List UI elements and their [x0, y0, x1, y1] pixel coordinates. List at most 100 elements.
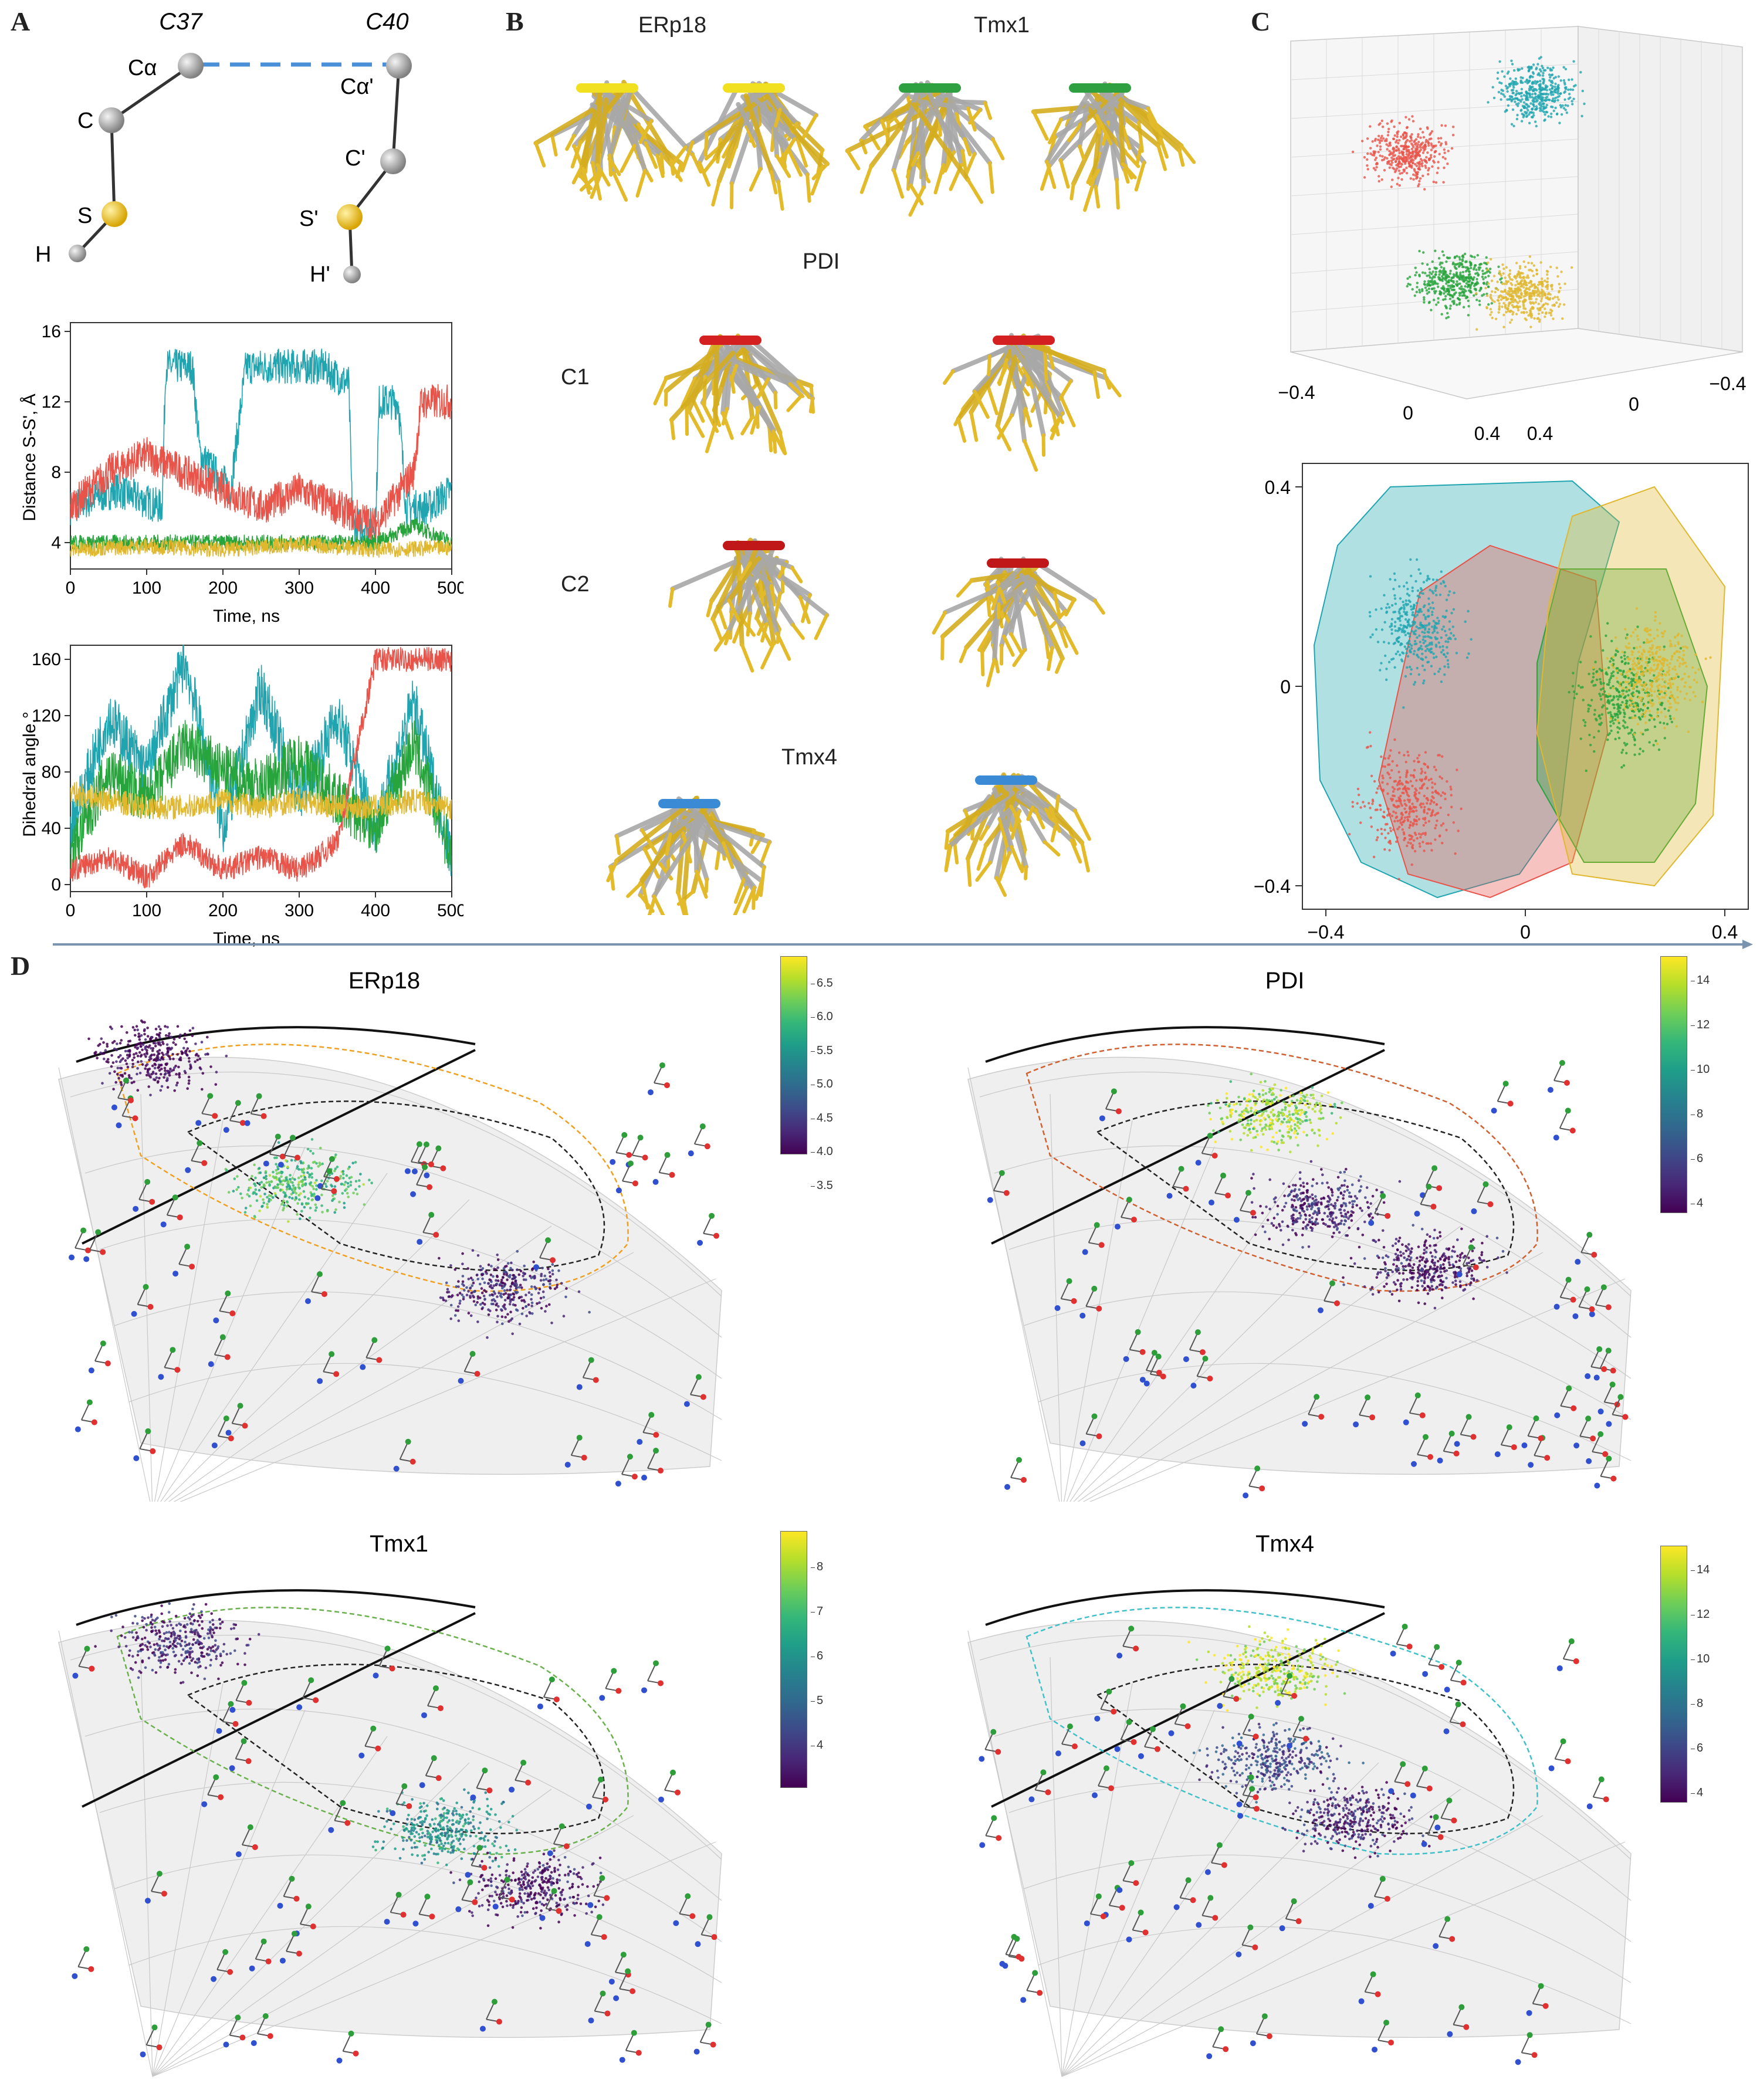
colorbar-erp18 [780, 956, 807, 1154]
cbar-tmx1-tick-2: 7 [810, 1605, 824, 1618]
atom-label-s-prime: S' [299, 206, 319, 231]
hydrogen-prime-atom [343, 266, 361, 283]
boundary-arc [76, 1589, 476, 1626]
density-points [1206, 1072, 1508, 1310]
cbar-pdi-tick-2: 12 [1690, 1018, 1710, 1031]
series-path [70, 384, 452, 542]
y-tick-label: 4 [51, 533, 61, 553]
section-separator-arrow [53, 940, 1753, 949]
x-tick-label: 300 [285, 901, 314, 920]
sulfur-atom [101, 201, 127, 227]
panel-letter-c: C [1251, 6, 1271, 36]
cbar-pdi-tick-3: 10 [1690, 1063, 1710, 1076]
atom-label-s: S [77, 204, 92, 228]
atom-label-h: H [35, 242, 51, 267]
pca3d-cluster-3 [1406, 249, 1503, 320]
hydrogen-atom [69, 245, 86, 262]
panel-letter-b: B [506, 6, 524, 36]
pca-3d-scatter: −0.4 0 0.4 0.4 0 −0.4 [1278, 26, 1747, 444]
orientation-markers [69, 1062, 720, 1487]
sphere-grid [58, 1056, 722, 1502]
panel-letter-a: A [11, 6, 31, 36]
label-tmx1: Tmx1 [974, 13, 1030, 38]
label-c1: C1 [561, 365, 590, 389]
residue-diagram: C37 C40 Cα C S H Cα' C' S' H' [35, 9, 412, 287]
cbar-tmx4-tick-1: 14 [1690, 1563, 1710, 1576]
colorbar-tmx1 [780, 1531, 807, 1788]
atom-label-c-prime: C' [345, 146, 365, 171]
pca2d-cluster-4 [1592, 607, 1712, 746]
conformation-bundles [533, 80, 1196, 915]
x-tick-label: 300 [285, 578, 314, 598]
c-alpha-atom [178, 53, 204, 79]
y-tick-label: 0 [51, 875, 61, 895]
colorbar-pdi [1660, 956, 1687, 1213]
c3d-tick-left-2: 0 [1403, 402, 1413, 424]
pca3d-cluster-1 [1487, 56, 1586, 128]
cbar-erp18-tick-6: 4.0 [811, 1145, 833, 1158]
y-tick-label: 12 [42, 392, 61, 412]
atom-label-h-prime: H' [310, 262, 330, 287]
atom-label-c: C [77, 109, 93, 133]
cbar-pdi-tick-5: 6 [1690, 1152, 1704, 1165]
cbar-pdi-tick-1: 14 [1690, 974, 1710, 987]
pca3d-cluster-2 [1351, 115, 1455, 191]
c3d-tick-right-3: −0.4 [1709, 373, 1746, 394]
x-tick-label: 500 [437, 901, 463, 920]
carbon-atom [99, 107, 124, 133]
reference-hull-outline [1095, 1664, 1515, 1834]
carbon-prime-atom [380, 148, 406, 174]
c3d-tick-right-2: 0 [1629, 394, 1639, 415]
x-tick-label: 0 [66, 901, 76, 920]
cbar-tmx4-tick-6: 4 [1690, 1786, 1704, 1799]
d-title-erp18: ERp18 [348, 968, 420, 994]
d-title-pdi: PDI [1265, 968, 1305, 994]
bundle-pdi-c2-a [668, 537, 830, 673]
x-tick-label: 400 [361, 901, 390, 920]
cbar-erp18-tick-2: 6.0 [811, 1010, 833, 1023]
series-line-1 [70, 348, 452, 543]
boundary-arc [985, 1589, 1385, 1626]
orientation-markers [979, 1623, 1609, 2065]
d-title-tmx1: Tmx1 [370, 1531, 428, 1557]
d-panel-tmx4: Tmx4 [967, 1531, 1632, 2077]
reference-hull-outline [1095, 1100, 1515, 1271]
distance-x-axis-label: Time, ns [213, 607, 280, 626]
x-tick-label: 100 [132, 901, 161, 920]
series-line-1 [70, 645, 452, 876]
pca2d-hull-2 [1377, 544, 1609, 899]
bundle-pdi-c1-a [653, 333, 815, 456]
bundle-tmx1-a [845, 80, 1005, 217]
c-alpha-prime-atom [386, 53, 412, 79]
cluster-hull-outline [1025, 1044, 1538, 1292]
panel-letter-d: D [11, 951, 31, 981]
colorbar-tmx4 [1660, 1546, 1687, 1803]
d-panel-tmx1: Tmx1 [58, 1531, 722, 2077]
label-erp18: ERp18 [638, 13, 707, 38]
orientation-markers [987, 1060, 1629, 1499]
boundary-line [82, 1612, 476, 1808]
x-tick-label: 100 [132, 578, 161, 598]
pca2d-cluster-2 [1348, 731, 1463, 880]
atom-label-ca: Cα [128, 56, 157, 80]
cbar-erp18-tick-5: 4.5 [811, 1112, 833, 1124]
cbar-tmx1-tick-3: 6 [810, 1649, 824, 1662]
series-line-2 [70, 384, 452, 542]
cbar-tmx4-tick-3: 10 [1690, 1652, 1710, 1665]
pca2d-cluster-1 [1368, 558, 1473, 709]
pca3d-cluster-4 [1475, 255, 1573, 331]
sphere-grid [967, 1620, 1632, 2077]
c2d-y-tick-1: 0.4 [1265, 477, 1291, 498]
series-line-4 [70, 646, 452, 889]
cbar-tmx4-tick-5: 6 [1690, 1742, 1704, 1754]
pca-2d-hull-plot: 0.4 0 −0.4 −0.4 0 0.4 [1254, 463, 1749, 943]
d-panel-pdi: PDI [967, 968, 1632, 1502]
c2d-x-tick-2: 0 [1520, 922, 1531, 943]
c2d-x-tick-1: −0.4 [1307, 922, 1344, 943]
cbar-erp18-tick-1: 6.5 [811, 977, 833, 990]
series-path [70, 536, 452, 558]
cbar-erp18-tick-4: 5.0 [811, 1078, 833, 1090]
bundle-pdi-c2-b [932, 556, 1105, 687]
